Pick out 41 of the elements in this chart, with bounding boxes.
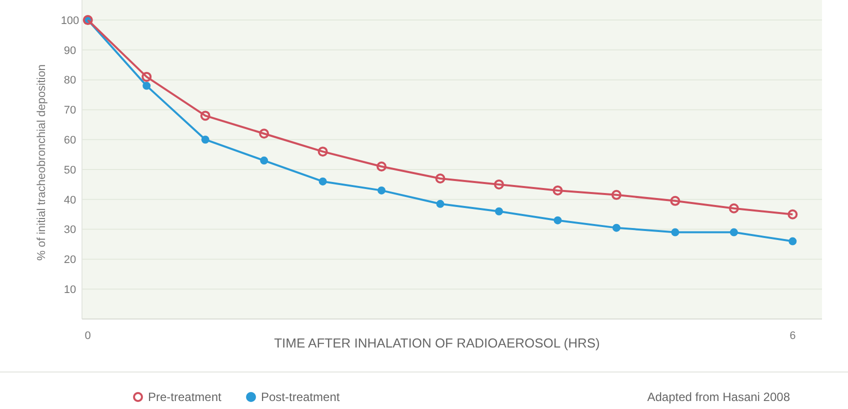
point [671, 228, 680, 236]
y-tick-label: 60 [64, 134, 76, 146]
point [728, 203, 739, 214]
point [201, 136, 210, 144]
point [788, 237, 797, 246]
point [318, 146, 328, 157]
y-tick-label: 10 [64, 284, 76, 296]
point [435, 173, 446, 184]
y-axis-title: % of initial tracheobronchial deposition [36, 64, 48, 261]
point [612, 224, 620, 232]
point [670, 196, 680, 206]
point [378, 186, 386, 194]
y-tick-label: 40 [64, 194, 76, 206]
legend-label: Post-treatment [261, 390, 340, 404]
point [376, 162, 387, 172]
point [318, 177, 327, 186]
y-tick-label: 70 [64, 104, 76, 117]
x-tick-label: 0 [84, 330, 91, 342]
x-axis-title: TIME AFTER INHALATION OF RADIOAEROSOL (HRS) [274, 336, 600, 351]
y-tick-label: 90 [64, 44, 76, 57]
point [260, 156, 268, 165]
x-tick-label: 6 [790, 330, 796, 342]
point [554, 216, 562, 224]
y-tick-label: 100 [60, 14, 80, 27]
point [200, 110, 210, 121]
point [611, 190, 622, 200]
point [142, 82, 151, 90]
y-tick-label: 20 [64, 254, 76, 266]
text: Adapted from Hasani 2008 [647, 390, 790, 404]
point [494, 179, 504, 190]
y-tick-label: 50 [64, 164, 76, 176]
point [494, 207, 503, 216]
legend-label: Pre-treatment [148, 390, 222, 404]
point [259, 128, 270, 139]
point [436, 200, 444, 208]
point [788, 209, 798, 220]
point [142, 72, 152, 82]
y-tick-label: 80 [64, 74, 76, 87]
point [730, 228, 738, 236]
point [552, 185, 563, 196]
y-tick-label: 30 [64, 224, 76, 236]
